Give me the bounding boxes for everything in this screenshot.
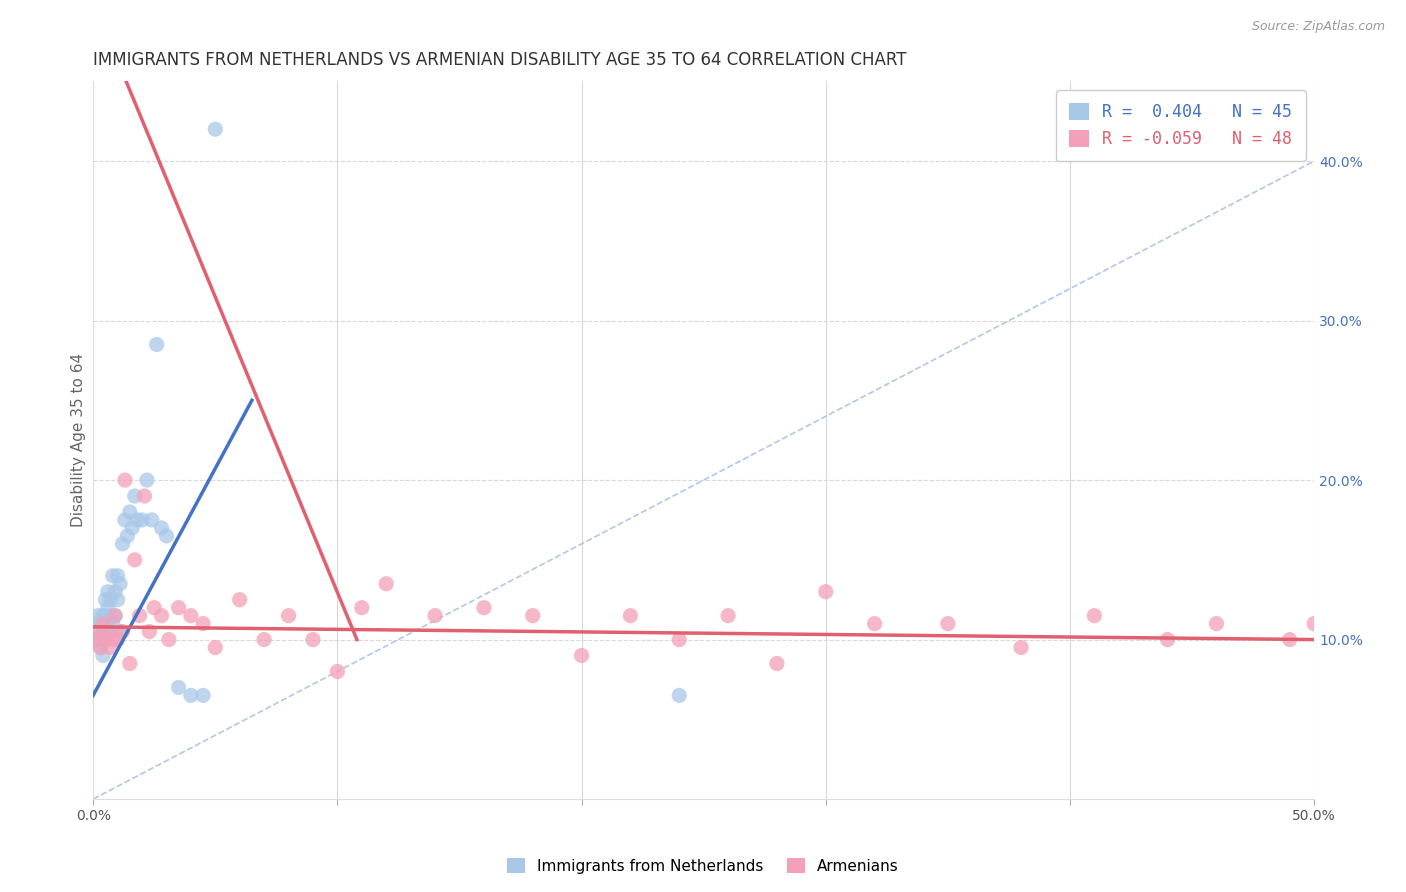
Point bbox=[863, 616, 886, 631]
Point bbox=[111, 537, 134, 551]
Point bbox=[150, 521, 173, 535]
Point bbox=[571, 648, 593, 663]
Point bbox=[143, 600, 166, 615]
Point bbox=[150, 608, 173, 623]
Point bbox=[97, 600, 120, 615]
Point bbox=[94, 632, 117, 647]
Point bbox=[87, 608, 110, 623]
Point bbox=[94, 608, 117, 623]
Point bbox=[101, 616, 124, 631]
Point bbox=[936, 616, 959, 631]
Text: IMMIGRANTS FROM NETHERLANDS VS ARMENIAN DISABILITY AGE 35 TO 64 CORRELATION CHAR: IMMIGRANTS FROM NETHERLANDS VS ARMENIAN … bbox=[93, 51, 907, 69]
Point bbox=[350, 600, 373, 615]
Point bbox=[717, 608, 740, 623]
Point bbox=[114, 513, 136, 527]
Point bbox=[1083, 608, 1105, 623]
Point bbox=[1278, 632, 1301, 647]
Point bbox=[766, 657, 789, 671]
Point bbox=[668, 689, 690, 703]
Point bbox=[180, 689, 202, 703]
Point bbox=[522, 608, 544, 623]
Point bbox=[1205, 616, 1227, 631]
Point bbox=[89, 640, 111, 655]
Point bbox=[1303, 616, 1326, 631]
Point bbox=[97, 616, 120, 631]
Point bbox=[89, 640, 111, 655]
Point bbox=[114, 473, 136, 487]
Legend: R =  0.404   N = 45, R = -0.059   N = 48: R = 0.404 N = 45, R = -0.059 N = 48 bbox=[1056, 90, 1306, 161]
Point bbox=[204, 122, 226, 136]
Point bbox=[228, 592, 250, 607]
Point bbox=[107, 592, 129, 607]
Point bbox=[167, 681, 190, 695]
Point bbox=[118, 657, 141, 671]
Point bbox=[375, 576, 398, 591]
Point bbox=[91, 624, 114, 639]
Text: Source: ZipAtlas.com: Source: ZipAtlas.com bbox=[1251, 20, 1385, 33]
Point bbox=[97, 624, 120, 639]
Point bbox=[124, 553, 146, 567]
Point bbox=[204, 640, 226, 655]
Point bbox=[127, 513, 149, 527]
Point bbox=[157, 632, 180, 647]
Point bbox=[134, 489, 156, 503]
Point bbox=[253, 632, 276, 647]
Point bbox=[91, 616, 114, 631]
Point bbox=[191, 616, 214, 631]
Point bbox=[128, 608, 150, 623]
Point bbox=[138, 624, 160, 639]
Point bbox=[104, 608, 127, 623]
Point bbox=[277, 608, 299, 623]
Point bbox=[108, 576, 131, 591]
Point bbox=[107, 568, 129, 582]
Point bbox=[98, 640, 121, 655]
Point bbox=[668, 632, 690, 647]
Point bbox=[84, 632, 107, 647]
Point bbox=[97, 584, 120, 599]
Point bbox=[117, 529, 139, 543]
Point bbox=[619, 608, 641, 623]
Point bbox=[91, 648, 114, 663]
Point bbox=[135, 473, 157, 487]
Point bbox=[131, 513, 153, 527]
Legend: Immigrants from Netherlands, Armenians: Immigrants from Netherlands, Armenians bbox=[501, 852, 905, 880]
Point bbox=[101, 632, 124, 647]
Point bbox=[89, 632, 111, 647]
Point bbox=[98, 608, 121, 623]
Point bbox=[91, 608, 114, 623]
Point bbox=[87, 624, 110, 639]
Point bbox=[104, 608, 127, 623]
Point bbox=[108, 624, 131, 639]
Point bbox=[141, 513, 163, 527]
Point bbox=[111, 624, 134, 639]
Point bbox=[423, 608, 446, 623]
Point bbox=[89, 616, 111, 631]
Point bbox=[167, 600, 190, 615]
Point bbox=[121, 521, 143, 535]
Point bbox=[814, 584, 837, 599]
Point bbox=[101, 568, 124, 582]
Point bbox=[94, 632, 117, 647]
Point bbox=[87, 624, 110, 639]
Point bbox=[84, 632, 107, 647]
Point bbox=[104, 584, 127, 599]
Point bbox=[84, 616, 107, 631]
Point bbox=[302, 632, 325, 647]
Point bbox=[1156, 632, 1178, 647]
Point bbox=[107, 632, 129, 647]
Y-axis label: Disability Age 35 to 64: Disability Age 35 to 64 bbox=[72, 353, 86, 527]
Point bbox=[472, 600, 495, 615]
Point bbox=[155, 529, 177, 543]
Point bbox=[145, 337, 167, 351]
Point bbox=[94, 592, 117, 607]
Point bbox=[118, 505, 141, 519]
Point bbox=[326, 665, 349, 679]
Point bbox=[180, 608, 202, 623]
Point bbox=[98, 624, 121, 639]
Point bbox=[98, 592, 121, 607]
Point bbox=[191, 689, 214, 703]
Point bbox=[124, 489, 146, 503]
Point bbox=[1010, 640, 1032, 655]
